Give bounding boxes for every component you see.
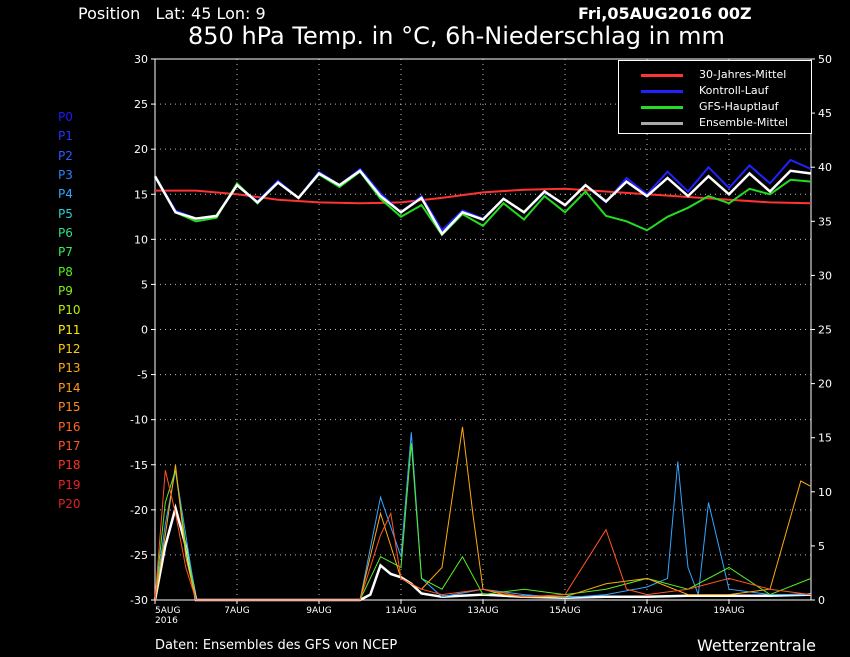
member-label: P11	[58, 322, 81, 337]
left-tick-label: -10	[130, 414, 148, 427]
left-tick-label: 25	[134, 98, 148, 111]
right-tick-label: 40	[818, 161, 832, 174]
member-label: P4	[58, 187, 73, 202]
precip-line-3	[154, 426, 812, 601]
chart-title: 850 hPa Temp. in °C, 6h-Niederschlag in …	[188, 22, 725, 50]
legend-item: Kontroll-Lauf	[641, 83, 811, 99]
left-tick-label: 20	[134, 143, 148, 156]
data-source: Daten: Ensembles des GFS von NCEP	[155, 638, 398, 653]
right-tick-label: 25	[818, 324, 832, 337]
member-label: P7	[58, 245, 73, 260]
member-label: P3	[58, 168, 73, 183]
member-label: P5	[58, 206, 73, 221]
left-tick-label: 0	[141, 324, 148, 337]
x-tick-label: 9AUG	[306, 606, 331, 616]
x-tick-label: 15AUG	[549, 606, 580, 616]
member-label: P19	[58, 477, 81, 492]
member-label: P9	[58, 284, 73, 299]
x-tick-label: 11AUG	[385, 606, 416, 616]
x-tick-label: 5AUG	[155, 606, 180, 616]
left-tick-label: -15	[130, 459, 148, 472]
member-label: P17	[58, 438, 81, 453]
member-label: P15	[58, 400, 81, 415]
member-label: P20	[58, 496, 81, 511]
member-label: P10	[58, 303, 81, 318]
left-tick-label: -5	[137, 369, 148, 382]
plot-grid	[155, 59, 811, 600]
member-list: P0 P1 P2 P3 P4 P5 P6 P7 P8 P9 P10 P11 P12 P13 P14 P15 P1…	[58, 108, 81, 514]
member-label: P14	[58, 380, 81, 395]
right-tick-label: 20	[818, 378, 832, 391]
member-label: P13	[58, 361, 81, 376]
right-tick-label: 10	[818, 486, 832, 499]
legend-label: GFS-Hauptlauf	[699, 100, 779, 113]
legend-swatch	[641, 90, 683, 93]
legend-item: 30-Jahres-Mittel	[641, 67, 811, 83]
member-label: P18	[58, 458, 81, 473]
legend-swatch	[641, 74, 683, 77]
temp-line-0	[155, 187, 812, 205]
right-tick-label: 45	[818, 107, 832, 120]
x-tick-label: 13AUG	[467, 606, 498, 616]
left-tick-label: 15	[134, 188, 148, 201]
right-tick-label: 35	[818, 215, 832, 228]
temperature-lines	[153, 158, 812, 237]
legend-item: GFS-Hauptlauf	[641, 99, 811, 115]
legend-label: Kontroll-Lauf	[699, 84, 769, 97]
legend-item: Ensemble-Mittel	[641, 115, 811, 131]
right-tick-label: 30	[818, 269, 832, 282]
precip-line-2	[154, 443, 812, 601]
right-tick-label: 5	[818, 540, 825, 553]
chart-legend: 30-Jahres-Mittel Kontroll-Lauf GFS-Hauptla…	[618, 60, 812, 134]
left-tick-label: -25	[130, 549, 148, 562]
x-tick-label: 17AUG	[631, 606, 662, 616]
left-tick-label: -30	[130, 594, 148, 607]
right-tick-label: 50	[818, 53, 832, 66]
run-date: Fri,05AUG2016 00Z	[578, 4, 752, 23]
temp-line-3	[153, 169, 812, 236]
right-tick-label: 15	[818, 432, 832, 445]
member-label: P0	[58, 110, 73, 124]
x-tick-label: 19AUG	[713, 606, 744, 616]
x-tick-year: 2016	[155, 616, 178, 626]
member-label: P8	[58, 264, 73, 279]
left-tick-label: 30	[134, 53, 148, 66]
member-label: P2	[58, 148, 73, 163]
precipitation-lines	[153, 426, 812, 602]
legend-label: 30-Jahres-Mittel	[699, 68, 787, 81]
x-axis: 5AUG2016 7AUG 9AUG 11AUG 13AUG 15AUG 17AUG 19AU…	[154, 600, 745, 626]
position-label: Position Lat: 45 Lon: 9	[78, 4, 266, 23]
member-label: P12	[58, 342, 81, 357]
legend-label: Ensemble-Mittel	[699, 116, 788, 129]
member-label: P16	[58, 419, 81, 434]
member-label: P6	[58, 226, 73, 241]
precip-line-4	[154, 470, 812, 601]
right-tick-label: 0	[818, 594, 825, 607]
member-label: P1	[58, 129, 73, 144]
legend-swatch	[641, 106, 683, 109]
left-tick-label: 10	[134, 233, 148, 246]
brand-label: Wetterzentrale	[697, 636, 817, 655]
left-axis: 30 25 20 15 10 5 0 -5 -10 -15 -20 -25 -30	[130, 53, 155, 607]
x-tick-label: 7AUG	[224, 606, 249, 616]
left-tick-label: 5	[141, 278, 148, 291]
left-tick-label: -20	[130, 504, 148, 517]
legend-swatch	[641, 122, 683, 125]
